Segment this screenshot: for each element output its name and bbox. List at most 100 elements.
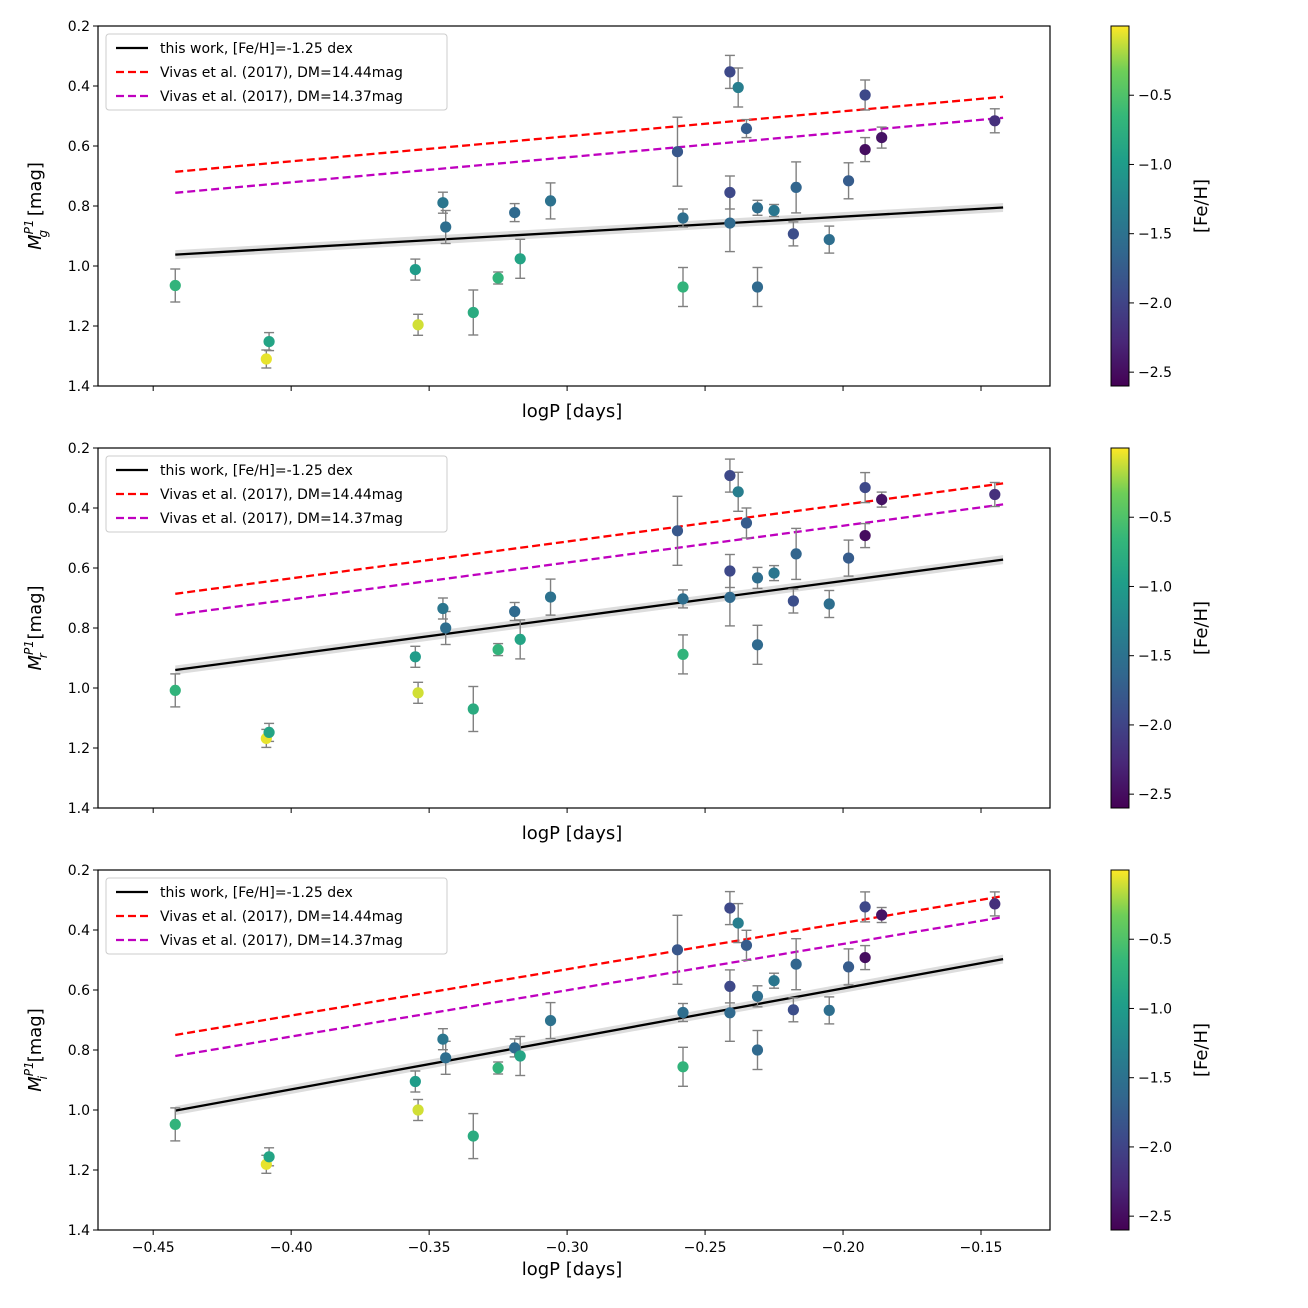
data-point (790, 181, 802, 193)
colorbar-tick-label: −2.0 (1138, 718, 1172, 734)
data-point (724, 186, 736, 199)
colorbar-label: [Fe/H] (1191, 179, 1212, 233)
legend: this work, [Fe/H]=-1.25 dex Vivas et al. … (105, 33, 448, 111)
legend-label: this work, [Fe/H]=-1.25 dex (160, 885, 353, 901)
data-point (467, 703, 479, 715)
y-tick-label: 1.4 (68, 1223, 90, 1239)
data-point (876, 909, 888, 921)
data-point (437, 1033, 449, 1045)
data-point (740, 939, 753, 951)
legend-label: Vivas et al. (2017), DM=14.37mag (160, 89, 403, 105)
y-axis-label: MP1r [mag] (22, 585, 50, 670)
data-point (859, 89, 871, 101)
data-point (492, 1062, 504, 1074)
data-point (677, 1061, 689, 1073)
data-point (732, 486, 744, 498)
legend-label: Vivas et al. (2017), DM=14.37mag (160, 511, 403, 527)
data-point (823, 598, 835, 610)
data-point (740, 517, 753, 529)
data-point (514, 633, 526, 646)
y-tick-label: 1.0 (68, 259, 90, 275)
data-point (751, 281, 764, 293)
data-point (437, 602, 449, 615)
data-point (823, 1004, 835, 1017)
plot-area (169, 54, 1004, 369)
y-label-subscript: r (36, 652, 50, 658)
data-point (409, 264, 421, 276)
colorbar-tick-label: −1.0 (1138, 579, 1172, 595)
colorbar-tick-label: −1.5 (1138, 1071, 1172, 1087)
legend: this work, [Fe/H]=-1.25 dex Vivas et al. … (105, 455, 448, 533)
data-point (787, 1004, 799, 1016)
y-tick-label: 0.6 (68, 561, 90, 577)
this-work-fit-line (175, 558, 1004, 672)
y-tick-label: 0.4 (68, 923, 90, 939)
y-label-symbol: M (25, 655, 46, 671)
y-tick-label: 0.2 (68, 441, 90, 457)
panel-i: 0.2 0.4 0.6 0.8 1.0 1.2 1.4 −0.45 −0.40 −0.35 −0.3… (22, 863, 1212, 1280)
data-point (740, 123, 753, 135)
data-point (412, 1104, 424, 1116)
y-label-symbol: M (25, 234, 46, 250)
legend-label: this work, [Fe/H]=-1.25 dex (160, 41, 353, 57)
data-point (437, 197, 449, 209)
data-point (768, 567, 780, 579)
data-point (768, 975, 780, 987)
y-tick-label: 1.2 (68, 1163, 90, 1179)
data-point (768, 204, 780, 217)
legend-label: Vivas et al. (2017), DM=14.37mag (160, 933, 403, 949)
y-tick-label: 0.2 (68, 19, 90, 35)
colorbar-tick-label: −2.5 (1138, 365, 1172, 381)
vivas-line-1 (175, 482, 1004, 595)
data-point (671, 146, 684, 158)
data-point (724, 980, 736, 993)
data-point (859, 144, 871, 156)
data-point (260, 353, 272, 365)
data-point (677, 212, 689, 224)
data-point (263, 726, 275, 739)
y-tick-label: 1.4 (68, 379, 90, 395)
vivas-line-2 (175, 503, 1004, 616)
y-tick-label: 0.8 (68, 1043, 90, 1059)
y-label-unit: [mag] (25, 1008, 46, 1068)
vivas-line-2 (175, 915, 1004, 1058)
y-axis-label: MP1g [mag] (22, 162, 50, 250)
data-point (409, 1075, 421, 1088)
y-tick-label: 1.0 (68, 1103, 90, 1119)
data-point (467, 1130, 479, 1142)
legend-label: Vivas et al. (2017), DM=14.44mag (160, 65, 403, 81)
data-point (263, 336, 275, 348)
legend-label: Vivas et al. (2017), DM=14.44mag (160, 487, 403, 503)
legend-label: this work, [Fe/H]=-1.25 dex (160, 463, 353, 479)
data-point (989, 898, 1001, 910)
data-point (169, 684, 181, 697)
data-point (724, 1007, 736, 1019)
legend: this work, [Fe/H]=-1.25 dex Vivas et al. … (105, 877, 448, 955)
plot-area (169, 458, 1004, 749)
data-point (859, 530, 871, 542)
y-label-superscript: P1 (22, 640, 36, 655)
data-point (544, 195, 557, 207)
colorbar-tick-label: −2.5 (1138, 1209, 1172, 1225)
data-point (724, 565, 736, 577)
data-point (790, 958, 802, 970)
legend-label: Vivas et al. (2017), DM=14.44mag (160, 909, 403, 925)
data-point (842, 552, 855, 564)
x-tick-label: −0.45 (132, 1240, 175, 1256)
panel-g: 0.2 0.4 0.6 0.8 1.0 1.2 1.4 logP [days] MP1g [ma… (22, 19, 1212, 422)
data-point (724, 902, 736, 914)
colorbar-tick-label: −1.5 (1138, 227, 1172, 243)
y-tick-label: 0.4 (68, 501, 90, 517)
colorbar-tick-label: −0.5 (1138, 510, 1172, 526)
data-point (169, 1118, 181, 1130)
y-label-subscript: g (36, 229, 50, 237)
y-label-unit: [mag] (25, 585, 46, 645)
data-point (671, 525, 684, 537)
panel-r: 0.2 0.4 0.6 0.8 1.0 1.2 1.4 logP [days] MP1r [ma… (22, 441, 1212, 844)
x-tick-label: −0.25 (684, 1240, 727, 1256)
colorbar-label: [Fe/H] (1191, 1023, 1212, 1077)
y-tick-label: 0.6 (68, 139, 90, 155)
data-point (440, 622, 452, 634)
data-point (859, 482, 871, 494)
y-label-unit: [mag] (25, 162, 46, 222)
